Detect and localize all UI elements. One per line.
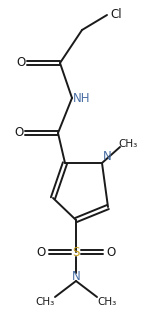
Text: NH: NH — [73, 93, 91, 106]
Text: O: O — [16, 57, 26, 69]
Text: Cl: Cl — [110, 8, 122, 20]
Text: O: O — [106, 246, 116, 258]
Text: N: N — [72, 270, 80, 284]
Text: N: N — [103, 149, 111, 163]
Text: CH₃: CH₃ — [35, 297, 55, 307]
Text: CH₃: CH₃ — [118, 139, 138, 149]
Text: O: O — [36, 246, 46, 258]
Text: S: S — [72, 246, 80, 259]
Text: CH₃: CH₃ — [97, 297, 117, 307]
Text: O: O — [14, 127, 24, 139]
